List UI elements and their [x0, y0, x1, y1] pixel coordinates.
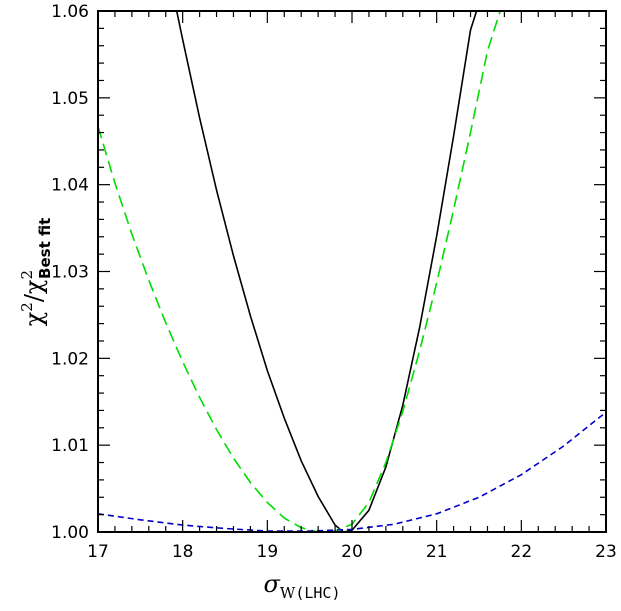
x-axis-label-suffix: (LHC)	[295, 584, 340, 602]
series-line-3	[98, 411, 606, 532]
x-axis-label-subscript: W	[280, 584, 296, 602]
x-tick-label: 19	[257, 542, 279, 562]
label-layer: 17 18 19 20 21 22 23 1.00 1.01 1.02 1.03 1.04 1.05 1.…	[51, 2, 617, 562]
y-axis-label-den-sub: Best fit	[36, 218, 54, 279]
x-tick-label: 22	[511, 542, 533, 562]
y-tick-label: 1.06	[51, 2, 89, 22]
y-axis-label-den-sup: 2	[18, 270, 36, 280]
y-axis-label: χ2/χ2Best fit	[18, 218, 54, 327]
y-tick-label: 1.04	[51, 176, 89, 196]
x-tick-label: 23	[595, 542, 617, 562]
y-tick-label: 1.00	[51, 523, 89, 543]
series-layer	[98, 11, 606, 532]
y-tick-label: 1.01	[51, 436, 89, 456]
x-axis-label: σW(LHC)	[264, 570, 341, 602]
series-line-1	[175, 11, 478, 532]
y-axis-label-num-sup: 2	[18, 302, 36, 312]
y-tick-label: 1.03	[51, 263, 89, 283]
x-tick-label: 20	[341, 542, 363, 562]
tick-layer	[97, 10, 607, 533]
y-tick-label: 1.05	[51, 89, 89, 109]
x-tick-label: 18	[172, 542, 194, 562]
x-tick-label: 21	[426, 542, 448, 562]
y-axis-label-num: χ	[20, 311, 48, 326]
plot-frame	[97, 10, 607, 533]
y-axis-label-sep: /	[20, 293, 48, 302]
x-axis-label-symbol: σ	[264, 570, 281, 598]
y-tick-label: 1.02	[51, 349, 89, 369]
x-tick-label: 17	[87, 542, 109, 562]
y-axis-label-den: χ	[20, 279, 48, 294]
